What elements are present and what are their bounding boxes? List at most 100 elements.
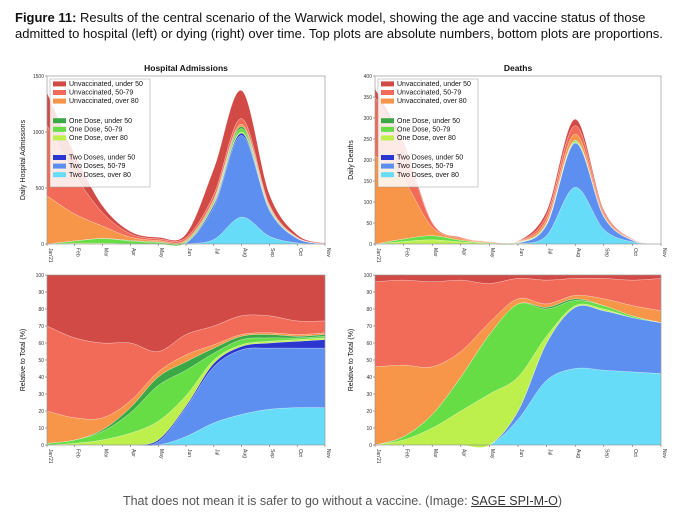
x-tick-label: Jul <box>546 248 552 254</box>
legend-swatch <box>381 81 394 87</box>
legend-swatch <box>381 98 394 104</box>
y-tick-label: 20 <box>38 409 44 415</box>
legend: Unvaccinated, under 50 Unvaccinated, 50-7… <box>49 78 151 188</box>
y-tick-label: 60 <box>38 341 44 347</box>
legend-label: Two Doses, 50-79 <box>69 163 126 170</box>
footer-close: ) <box>557 494 563 508</box>
x-tick-label: Aug <box>575 248 581 257</box>
y-tick-label: 80 <box>366 307 372 313</box>
x-tick-label: Mar <box>102 449 108 458</box>
x-tick-label: May <box>489 248 495 258</box>
legend-swatch <box>53 126 66 132</box>
y-tick-label: 50 <box>366 221 372 227</box>
y-tick-label: 50 <box>38 358 44 364</box>
legend-swatch <box>381 155 394 160</box>
y-tick-label: 70 <box>38 324 44 330</box>
legend-swatch <box>53 81 66 87</box>
legend-label: Two Doses, over 80 <box>69 172 131 179</box>
y-tick-label: 500 <box>36 186 45 192</box>
x-tick-label: Jan'21 <box>375 248 381 263</box>
y-tick-label: 0 <box>41 443 44 449</box>
chart-deaths-absolute: Deaths 0 50 100 150 200 250 300 350 400 Jan'21 Feb M… <box>348 63 667 263</box>
y-tick-label: 50 <box>366 358 372 364</box>
series-areas <box>46 274 326 446</box>
legend-label: One Dose, 50-79 <box>69 126 122 133</box>
x-tick-label: Jun <box>518 248 524 256</box>
legend-swatch <box>53 90 66 95</box>
x-tick-label: Apr <box>461 248 467 256</box>
x-tick-label: May <box>158 449 164 459</box>
footer-text: That does not mean it is safer to go wit… <box>122 494 472 508</box>
y-tick-label: 30 <box>38 392 44 398</box>
x-tick-label: Jul <box>546 449 552 455</box>
image-footer: That does not mean it is safer to go wit… <box>0 494 685 508</box>
legend-label: One Dose, over 80 <box>397 135 456 142</box>
y-tick-label: 100 <box>364 273 373 279</box>
x-tick-label: Jun <box>518 449 524 457</box>
y-axis-label: Daily Hospital Admissions <box>20 119 27 200</box>
x-tick-label: Aug <box>241 449 247 458</box>
y-tick-label: 70 <box>366 324 372 330</box>
legend-label: Two Doses, over 80 <box>397 172 459 179</box>
series-areas <box>374 274 662 448</box>
legend-label: Unvaccinated, under 50 <box>397 81 471 88</box>
y-tick-label: 400 <box>364 74 373 80</box>
y-tick-label: 40 <box>38 375 44 381</box>
x-tick-label: Jan'21 <box>47 449 53 464</box>
legend-label: Unvaccinated, 50-79 <box>69 90 133 97</box>
y-tick-label: 10 <box>366 426 372 432</box>
legend-box <box>377 78 479 188</box>
x-tick-label: Jun <box>186 449 192 457</box>
legend-swatch <box>381 172 394 178</box>
figure-label: Figure 11: <box>15 10 77 25</box>
x-tick-label: Nov <box>661 248 667 257</box>
x-tick-label: Mar <box>102 248 108 257</box>
y-tick-label: 250 <box>364 137 373 143</box>
legend-label: One Dose, under 50 <box>69 118 132 125</box>
x-tick-label: Sep <box>604 449 610 458</box>
legend-swatch <box>381 135 394 141</box>
plot-title: Hospital Admissions <box>144 63 228 73</box>
x-tick-label: Oct <box>632 449 638 457</box>
x-tick-label: Sep <box>604 248 610 257</box>
x-tick-label: May <box>489 449 495 459</box>
legend-swatch <box>53 172 66 178</box>
y-tick-label: 150 <box>364 179 373 185</box>
y-tick-label: 40 <box>366 375 372 381</box>
legend-label: One Dose, under 50 <box>397 118 460 125</box>
legend-label: Unvaccinated, over 80 <box>69 98 139 105</box>
x-tick-label: Jul <box>214 449 220 455</box>
chart-hospital-proportion: 0 10 20 30 40 50 60 70 80 90 100 Jan'21 Feb Mar Apr May… <box>20 273 331 464</box>
legend-label: Unvaccinated, 50-79 <box>397 90 461 97</box>
x-tick-label: Mar <box>432 248 438 257</box>
y-tick-label: 100 <box>36 273 45 279</box>
legend-swatch <box>53 135 66 141</box>
x-tick-label: Nov <box>661 449 667 458</box>
x-tick-label: Aug <box>575 449 581 458</box>
y-tick-label: 90 <box>38 290 44 296</box>
legend-swatch <box>381 118 394 124</box>
x-tick-label: Nov <box>325 248 331 257</box>
source-link[interactable]: SAGE SPI-M-O <box>471 494 558 508</box>
y-tick-label: 350 <box>364 95 373 101</box>
legend-swatch <box>381 126 394 132</box>
figure-caption: Figure 11: Results of the central scenar… <box>15 10 665 41</box>
legend-swatch <box>381 90 394 95</box>
legend-swatch <box>53 118 66 124</box>
y-axis-label: Daily Deaths <box>348 140 355 180</box>
legend-label: Two Doses, 50-79 <box>397 163 454 170</box>
legend-box <box>49 78 151 188</box>
x-tick-label: Feb <box>75 449 81 458</box>
x-tick-label: Sep <box>269 248 275 257</box>
y-axis-label: Relative to Total (%) <box>348 329 355 392</box>
y-tick-label: 1500 <box>33 74 44 80</box>
plot-title: Deaths <box>504 63 533 73</box>
legend-label: One Dose, over 80 <box>69 135 128 142</box>
legend-label: Unvaccinated, over 80 <box>397 98 467 105</box>
y-tick-label: 0 <box>369 443 372 449</box>
y-tick-label: 10 <box>38 426 44 432</box>
legend-swatch <box>53 163 66 169</box>
x-tick-label: Aug <box>241 248 247 257</box>
legend-label: One Dose, 50-79 <box>397 126 450 133</box>
x-tick-label: Nov <box>325 449 331 458</box>
